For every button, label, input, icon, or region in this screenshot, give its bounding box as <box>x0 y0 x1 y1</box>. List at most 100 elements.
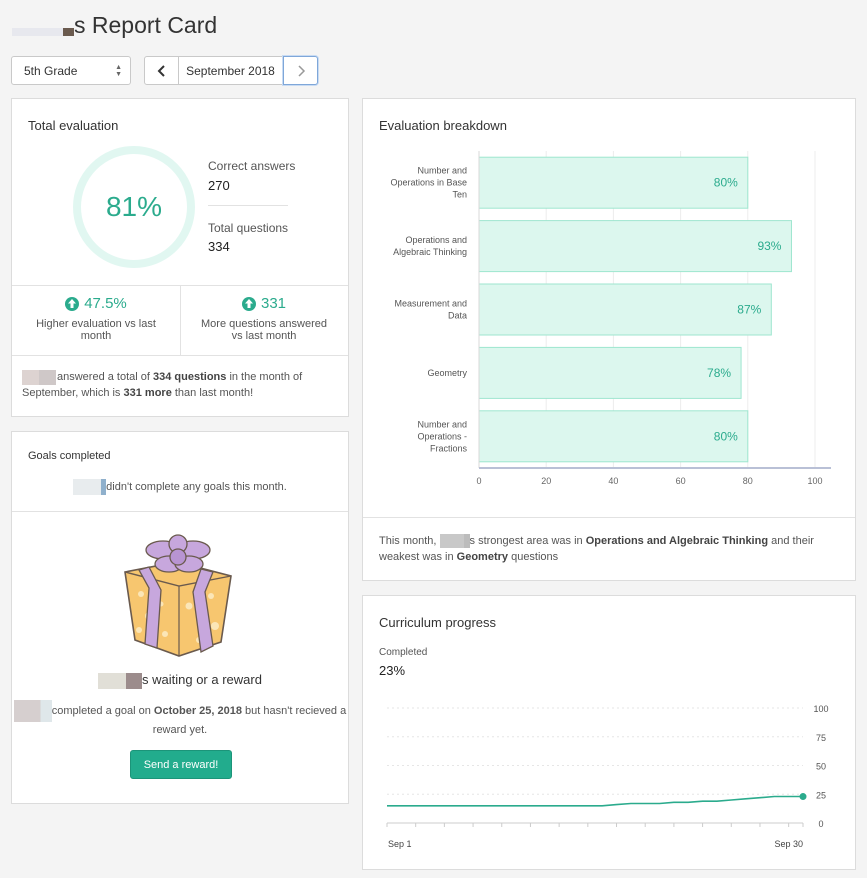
redacted-name <box>12 28 74 36</box>
card-title: Curriculum progress <box>379 615 497 630</box>
metric-label: More questions answered vs last month <box>201 318 327 342</box>
bar-value-label: 78% <box>707 366 731 380</box>
x-tick-label: 60 <box>676 476 686 486</box>
evaluation-percent: 81% <box>105 191 163 222</box>
waiting-title: s waiting or a reward <box>12 672 348 689</box>
month-navigator: September 2018 <box>144 56 318 85</box>
questions-change-metric: 331 More questions answered vs last mont… <box>180 295 348 342</box>
x-tick-label: 0 <box>476 476 481 486</box>
completed-label: Completed <box>379 647 428 658</box>
divider <box>12 355 348 356</box>
summary-text: answered a total of <box>57 371 150 383</box>
select-arrows-icon: ▲ ▼ <box>115 64 122 78</box>
card-title: Goals completed <box>28 450 111 462</box>
next-month-button[interactable] <box>283 56 318 85</box>
chevron-right-icon <box>297 64 305 77</box>
completed-value: 23% <box>379 663 406 678</box>
series-line <box>387 795 803 807</box>
weakest-area: Geometry <box>456 551 509 563</box>
evaluation-ring: 81% <box>73 146 195 268</box>
goal-date: October 25, 2018 <box>153 704 242 717</box>
curriculum-progress-chart: 0 25 50 75 100 Sep 1 Sep 30 <box>386 704 829 849</box>
grade-select[interactable]: 5th Grade ▲ ▼ <box>11 56 131 85</box>
divider <box>180 285 181 355</box>
bar-value-label: 87% <box>737 303 761 317</box>
correct-answers-value: 270 <box>208 178 230 193</box>
summary-text: in the month of September, which is <box>22 371 303 399</box>
total-summary-text: answered a total of 334 questions in the… <box>22 369 340 401</box>
curriculum-progress-card: Curriculum progress Completed 23% 0 25 50 7… <box>362 595 856 870</box>
divider <box>12 511 348 512</box>
redacted-name <box>73 479 107 495</box>
card-title: Evaluation breakdown <box>379 118 507 133</box>
bar-value-label: 80% <box>714 176 738 190</box>
summary-text: This month, <box>379 535 437 547</box>
x-tick-label: 80 <box>743 476 753 486</box>
metric-value: 47.5% <box>84 295 127 312</box>
summary-text: than last month! <box>174 387 254 399</box>
total-questions-value: 334 <box>208 239 230 254</box>
bar-value-label: 80% <box>714 429 738 443</box>
category-label: Number and Operations -Fractions <box>417 419 467 453</box>
arrow-up-icon <box>241 296 256 311</box>
y-tick-label: 50 <box>816 762 826 772</box>
chevron-left-icon <box>157 64 165 77</box>
card-title: Total evaluation <box>28 118 119 133</box>
summary-more: 331 more <box>123 387 172 399</box>
strongest-area: Operations and Algebraic Thinking <box>585 535 769 547</box>
evaluation-breakdown-chart: 0 20 40 60 80 100 80% Number and Operations in B… <box>390 151 831 486</box>
y-tick-label: 100 <box>813 704 828 714</box>
bar <box>478 410 749 463</box>
redacted-name <box>439 534 470 549</box>
data-point <box>799 793 807 801</box>
waiting-text: completed a goal on October 25, 2018 but… <box>12 700 348 739</box>
x-tick-label: Sep 30 <box>774 839 803 849</box>
current-month-label: September 2018 <box>179 56 283 85</box>
arrow-up-icon <box>65 296 80 311</box>
bar <box>478 156 749 209</box>
summary-questions: 334 questions <box>153 371 227 383</box>
bar <box>478 220 792 273</box>
y-tick-label: 75 <box>816 733 826 743</box>
goals-message: didn't complete any goals this month. <box>12 479 348 495</box>
y-tick-label: 25 <box>816 790 826 800</box>
page-title-text: s Report Card <box>74 11 218 38</box>
x-tick-label: Sep 1 <box>388 839 412 849</box>
redacted-name <box>22 369 56 385</box>
summary-text: questions <box>511 551 559 563</box>
summary-text: and their weakest was in <box>379 535 814 563</box>
goals-message-text: didn't complete any goals this month. <box>106 480 287 493</box>
category-label: Measurement and Data <box>394 299 467 321</box>
evaluation-breakdown-card: Evaluation breakdown 0 20 40 60 80 100 80% Numb… <box>362 98 856 581</box>
redacted-name <box>98 672 143 689</box>
metric-value: 331 <box>260 295 287 312</box>
category-label: Number and Operations in Base Ten <box>390 166 467 200</box>
category-label: Operations and Algebraic Thinking <box>393 235 467 257</box>
divider <box>363 517 855 518</box>
waiting-text-part: but hasn't recieved a reward yet. <box>152 704 347 736</box>
redacted-name <box>13 700 52 722</box>
bar-value-label: 93% <box>757 239 781 253</box>
previous-month-button[interactable] <box>144 56 179 85</box>
summary-text: s strongest area was in <box>469 535 583 547</box>
gift-icon <box>124 534 232 657</box>
breakdown-summary-text: This month, s strongest area was in Oper… <box>379 533 839 565</box>
divider <box>208 205 288 206</box>
y-tick-label: 0 <box>818 819 823 829</box>
x-tick-label: 20 <box>541 476 551 486</box>
x-tick-label: 100 <box>807 476 822 486</box>
x-tick-label: 40 <box>608 476 618 486</box>
total-evaluation-card: Total evaluation 81% Correct answers 270… <box>11 98 349 417</box>
waiting-title-text: s waiting or a reward <box>142 672 262 687</box>
goals-card: Goals completed didn't complete any goal… <box>11 431 349 804</box>
page-title: s Report Card <box>12 10 217 40</box>
send-reward-button[interactable]: Send a reward! <box>130 750 232 779</box>
waiting-text-part: completed a goal on <box>51 704 151 717</box>
bar <box>478 283 772 336</box>
bar <box>478 346 742 399</box>
evaluation-change-metric: 47.5% Higher evaluation vs last month <box>12 295 180 342</box>
category-label: Geometry <box>427 368 467 378</box>
grade-select-value: 5th Grade <box>24 63 78 78</box>
metric-label: Higher evaluation vs last month <box>36 318 156 342</box>
correct-answers-label: Correct answers <box>208 159 296 173</box>
